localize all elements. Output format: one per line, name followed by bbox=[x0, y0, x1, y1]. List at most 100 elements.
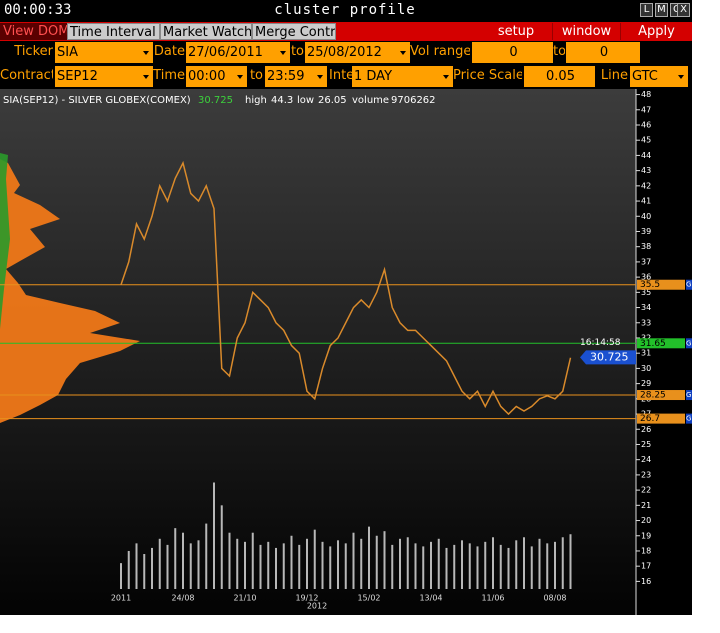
volume-bar bbox=[368, 526, 370, 589]
time-from[interactable]: 00:00 bbox=[186, 66, 247, 87]
y-tick-label: 42 bbox=[641, 181, 651, 190]
window-button[interactable]: L bbox=[640, 3, 653, 17]
volume-bar bbox=[127, 550, 130, 589]
volume-bar bbox=[406, 537, 409, 589]
volume-bar bbox=[290, 535, 293, 589]
volume-bar bbox=[538, 538, 541, 589]
close-button[interactable]: X bbox=[677, 3, 690, 17]
y-tick-label: 47 bbox=[641, 105, 651, 114]
volume-bar bbox=[445, 547, 448, 589]
y-tick-label: 46 bbox=[641, 120, 651, 129]
x-tick-label: 13/04 bbox=[419, 594, 442, 603]
volume-bar bbox=[166, 544, 169, 589]
info-value: 26.05 bbox=[318, 95, 347, 106]
action-button[interactable]: Apply bbox=[620, 23, 692, 40]
field-label: to bbox=[249, 68, 263, 83]
volume-bar bbox=[383, 531, 386, 589]
volume-bar bbox=[298, 544, 301, 589]
chart: SIA(SEP12) - SILVER GLOBEX(COMEX) 30.725… bbox=[0, 89, 692, 615]
volume-bar bbox=[569, 534, 572, 589]
x-year-label: 2012 bbox=[307, 602, 327, 611]
ticker-select[interactable]: SIA bbox=[55, 42, 153, 63]
volume-bar bbox=[499, 544, 502, 589]
action-button[interactable]: setup bbox=[497, 24, 535, 39]
level-flag-box bbox=[686, 338, 692, 349]
tab[interactable]: Market Watch bbox=[160, 23, 252, 40]
volume-bar bbox=[492, 537, 494, 589]
level-label: 28.25 bbox=[640, 391, 666, 401]
field-label: to bbox=[290, 44, 304, 59]
action-button[interactable]: window bbox=[552, 23, 620, 40]
info-label: low bbox=[297, 95, 314, 106]
volume-bar bbox=[220, 505, 223, 589]
info-label: volume bbox=[352, 95, 389, 106]
tab[interactable]: View DOM bbox=[0, 23, 67, 40]
contract-select[interactable]: SEP12 bbox=[55, 66, 153, 87]
date-to[interactable]: 25/08/2012 bbox=[305, 42, 410, 63]
volume-bar bbox=[282, 543, 285, 589]
volume-bar bbox=[561, 537, 564, 589]
y-tick-label: 19 bbox=[641, 531, 651, 540]
volume-bar bbox=[213, 482, 215, 589]
field-label: Price Scale bbox=[453, 68, 522, 83]
level-tag bbox=[637, 413, 685, 424]
level-label: 26.7 bbox=[640, 414, 660, 424]
window-title: cluster profile bbox=[274, 2, 416, 18]
volume-bar bbox=[391, 544, 394, 589]
y-tick-label: 43 bbox=[641, 166, 651, 175]
volume-bar bbox=[453, 544, 456, 589]
level-flag: G bbox=[686, 339, 691, 347]
volume-bar bbox=[267, 541, 270, 589]
level-flag: G bbox=[686, 415, 691, 423]
level-flag: G bbox=[686, 281, 691, 289]
volume-bar bbox=[158, 538, 161, 589]
y-tick-label: 44 bbox=[641, 151, 651, 160]
line-select[interactable]: GTC bbox=[630, 66, 688, 87]
x-tick-label: 08/08 bbox=[543, 594, 566, 603]
volume-bar bbox=[337, 540, 339, 589]
volume-bar bbox=[468, 543, 471, 589]
level-flag-box bbox=[686, 279, 692, 290]
price-scale[interactable]: 0.05 bbox=[524, 66, 595, 87]
y-tick-label: 37 bbox=[641, 257, 651, 266]
last-price: 30.725 bbox=[198, 95, 233, 106]
volume-bar bbox=[182, 532, 184, 589]
axis-background bbox=[636, 89, 692, 615]
tab[interactable]: Time Interval bbox=[67, 23, 160, 40]
field-label: Line bbox=[600, 68, 628, 83]
price-line bbox=[120, 160, 572, 416]
tab[interactable]: Merge Contr bbox=[252, 23, 336, 40]
last-time: 16:14:58 bbox=[580, 338, 621, 348]
volume-bar bbox=[437, 538, 440, 589]
y-tick-label: 40 bbox=[641, 212, 651, 221]
field-label: Contract bbox=[0, 68, 53, 83]
vol-max[interactable]: 0 bbox=[566, 42, 640, 63]
window-button[interactable]: M bbox=[655, 3, 668, 17]
volume-bar bbox=[135, 543, 138, 589]
volume-bar bbox=[228, 532, 231, 589]
field-label: Date bbox=[153, 44, 185, 59]
volume-bar bbox=[414, 543, 417, 589]
interval-select[interactable]: 1 DAY bbox=[352, 66, 453, 87]
price-tag bbox=[580, 350, 636, 365]
volume-bar bbox=[313, 529, 316, 589]
date-from[interactable]: 27/06/2011 bbox=[186, 42, 290, 63]
volume-bar bbox=[399, 538, 401, 589]
volume-bar bbox=[554, 541, 556, 589]
y-tick-label: 36 bbox=[641, 273, 651, 282]
field-label: Ticker bbox=[14, 44, 53, 59]
y-tick-label: 16 bbox=[641, 577, 651, 586]
y-tick-label: 35 bbox=[641, 288, 651, 297]
vol-min[interactable]: 0 bbox=[472, 42, 553, 63]
instrument-title: SIA(SEP12) - SILVER GLOBEX(COMEX) bbox=[3, 95, 191, 106]
x-tick-label: 19/12 bbox=[295, 594, 318, 603]
volume-bar bbox=[352, 532, 355, 589]
time-to[interactable]: 23:59 bbox=[265, 66, 327, 87]
field-label: to bbox=[553, 44, 565, 59]
volume-bar bbox=[360, 538, 363, 589]
filter-panel: Ticker SIA Date 27/06/2011 to 25/08/2012… bbox=[0, 41, 692, 89]
volume-bar bbox=[174, 528, 177, 589]
volume-bar bbox=[507, 547, 510, 589]
volume-bar bbox=[306, 538, 308, 589]
field-label: Time bbox=[153, 68, 185, 83]
